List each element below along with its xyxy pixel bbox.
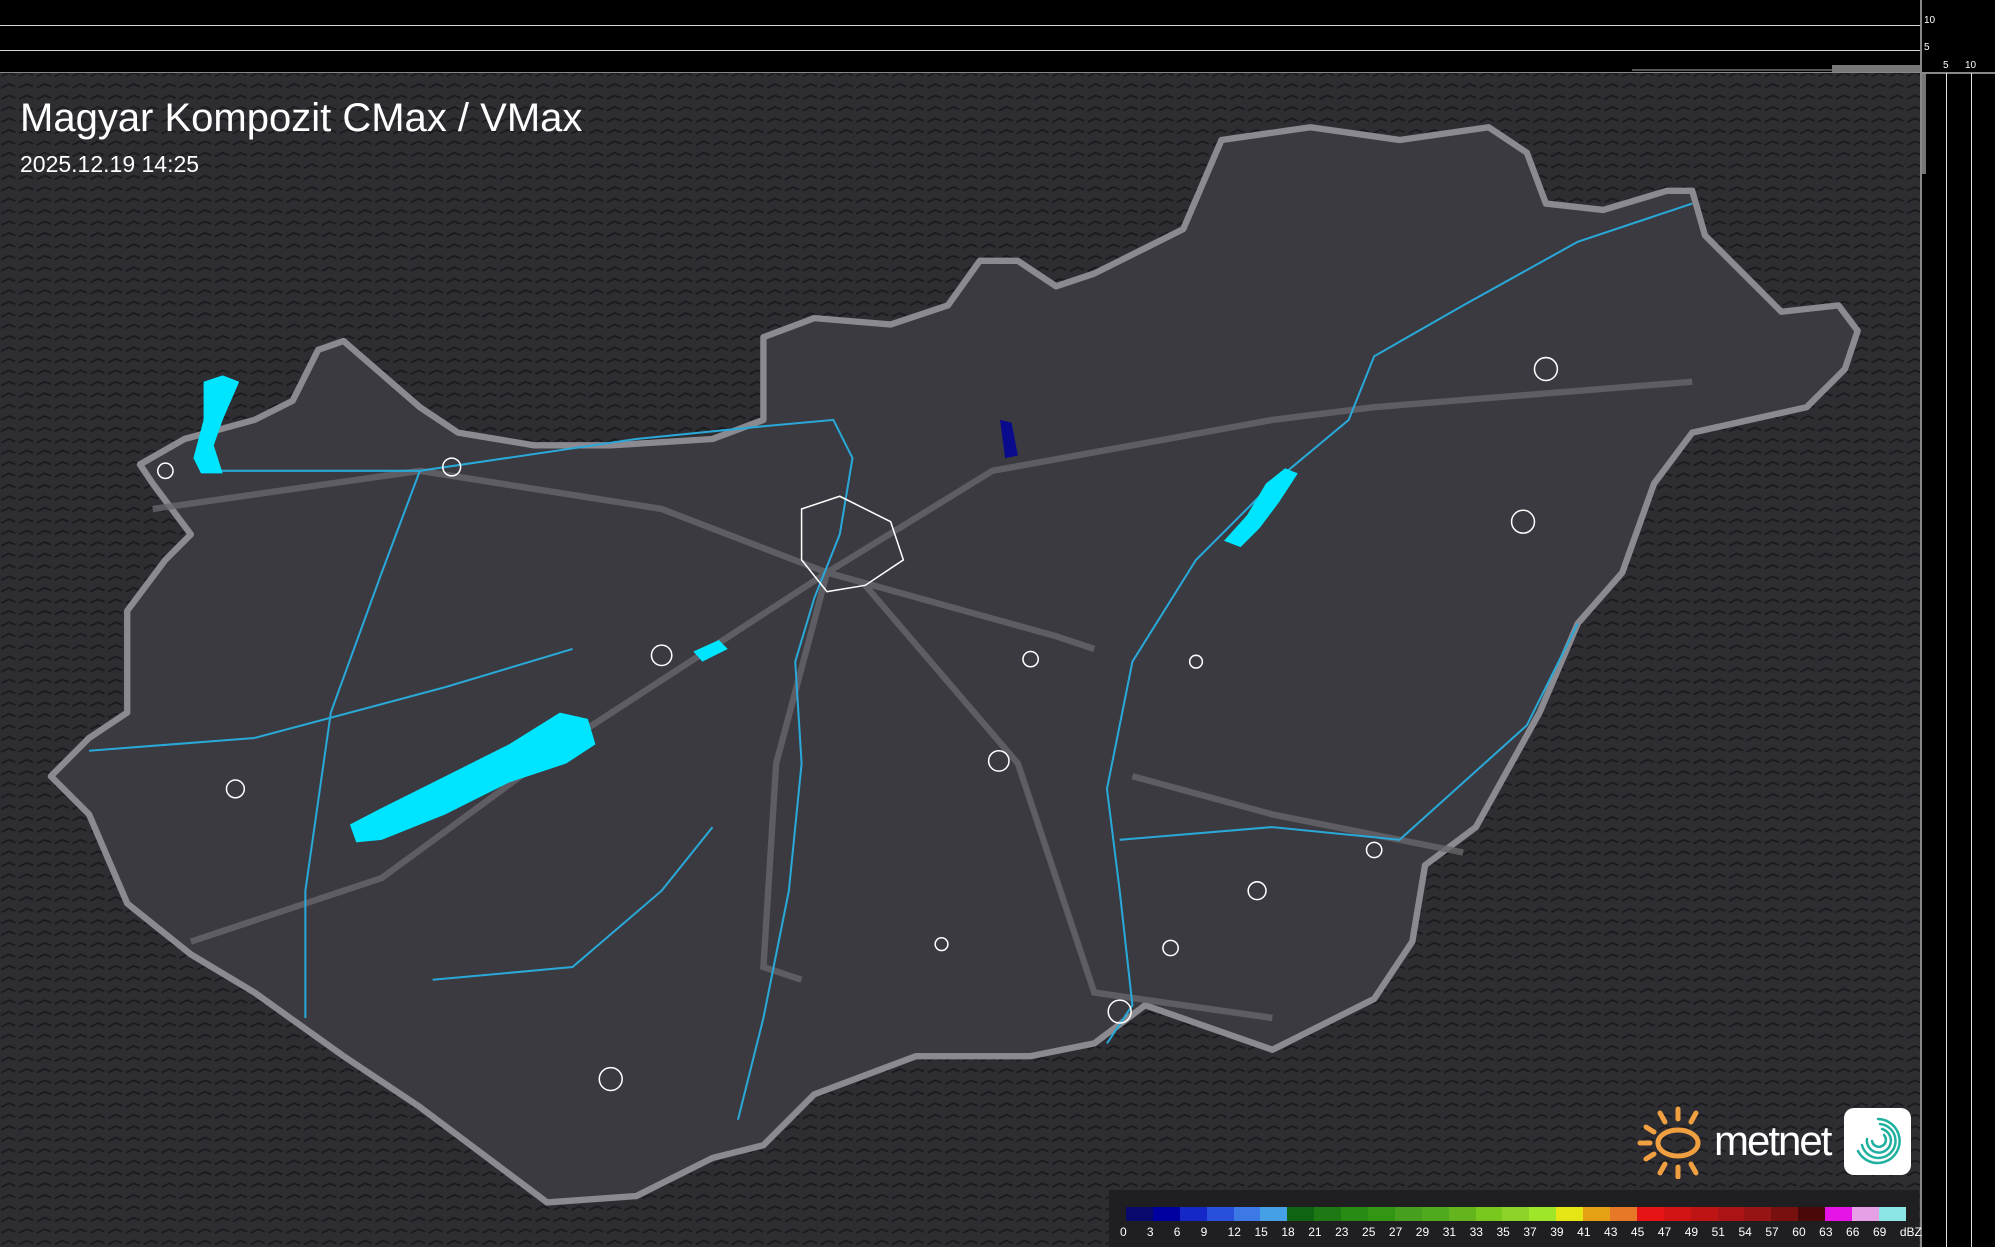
- legend-swatch: [1798, 1207, 1826, 1221]
- legend-label: 35: [1496, 1225, 1510, 1239]
- profile-bar: [1832, 65, 1920, 73]
- city-budapest: [800, 495, 905, 593]
- legend-swatch: [1152, 1207, 1180, 1221]
- legend-swatch: [1529, 1207, 1557, 1221]
- city-outlines: [157, 356, 1559, 1092]
- legend-swatch: [1690, 1207, 1718, 1221]
- lakes: [193, 375, 1298, 843]
- map-title: Magyar Kompozit CMax / VMax: [20, 96, 583, 140]
- lake-balaton: [349, 712, 596, 843]
- map-graphic: [0, 73, 1920, 1247]
- legend-label: 69: [1872, 1225, 1887, 1239]
- map-timestamp: 2025.12.19 14:25: [20, 151, 200, 177]
- legend-swatch: [1287, 1207, 1315, 1221]
- legend-swatch: [1556, 1207, 1584, 1221]
- legend-label: 45: [1630, 1225, 1645, 1239]
- legend-swatch: [1260, 1207, 1288, 1221]
- profile-bar: [1922, 74, 1926, 174]
- rivers: [88, 202, 1693, 1121]
- hungary-territory: [47, 124, 1861, 1206]
- legend-label: 54: [1738, 1225, 1752, 1239]
- lake-tisza: [1224, 468, 1298, 548]
- legend-swatch: [1179, 1207, 1207, 1221]
- legend-label: 9: [1200, 1225, 1208, 1239]
- logo-text: metnet: [1714, 1117, 1832, 1164]
- legend-swatch: [1744, 1207, 1772, 1221]
- height-label: 5: [1924, 42, 1930, 53]
- legend-swatch: [1825, 1207, 1853, 1221]
- height-gridline-10: [0, 25, 1920, 26]
- legend-label: 66: [1846, 1225, 1860, 1239]
- legend-swatch: [1448, 1207, 1476, 1221]
- legend-label: 57: [1765, 1225, 1779, 1239]
- radar-echo: [1000, 419, 1018, 459]
- legend-label: 29: [1415, 1225, 1430, 1239]
- legend-label: 25: [1362, 1225, 1376, 1239]
- county-roads: [152, 378, 1693, 1022]
- legend-swatch: [1394, 1207, 1422, 1221]
- legend-label: 27: [1388, 1225, 1403, 1239]
- river-danube: [203, 418, 854, 1121]
- radar-map[interactable]: [0, 73, 1920, 1247]
- legend-swatch: [1126, 1207, 1153, 1221]
- height-gridline-5: [1946, 73, 1947, 1247]
- height-gridline-10: [1971, 73, 1972, 1247]
- legend-swatch: [1341, 1207, 1369, 1221]
- lake-velence: [693, 640, 728, 662]
- legend-label: 31: [1442, 1225, 1457, 1239]
- legend-label: 0: [1120, 1225, 1127, 1239]
- legend-swatch: [1771, 1207, 1799, 1221]
- legend-unit: dBZ: [1899, 1225, 1922, 1239]
- profile-bar-thin: [1632, 69, 1920, 71]
- radar-swirl-icon: [1844, 1107, 1912, 1175]
- legend-swatch: [1852, 1207, 1879, 1221]
- legend-swatch: [1314, 1207, 1342, 1221]
- height-label: 5: [1943, 60, 1949, 71]
- panel-divider: [1920, 0, 1922, 1247]
- legend-label: 23: [1335, 1225, 1349, 1239]
- metnet-logo: metnet: [1636, 1103, 1912, 1179]
- legend-swatch: [1610, 1207, 1637, 1221]
- legend-swatch: [1502, 1207, 1530, 1221]
- legend-label: 39: [1550, 1225, 1564, 1239]
- legend-label: 6: [1173, 1225, 1181, 1239]
- legend-label: 51: [1711, 1225, 1725, 1239]
- legend-swatch: [1233, 1207, 1261, 1221]
- legend-label: 60: [1792, 1225, 1806, 1239]
- legend-swatch: [1475, 1207, 1503, 1221]
- river-tisza: [1105, 202, 1693, 1044]
- legend-label: 21: [1308, 1225, 1322, 1239]
- legend-swatch: [1878, 1207, 1906, 1221]
- legend-label: 3: [1146, 1225, 1154, 1239]
- sun-icon: [1637, 1106, 1701, 1179]
- legend-labels: 0 3 6 9 12 15 18 21 23 25 27 29 31 33 35 37 39 41 43 45 47 49…: [1120, 1225, 1927, 1239]
- legend-label: 41: [1577, 1225, 1591, 1239]
- height-label: 10: [1924, 15, 1936, 26]
- legend-label: 37: [1523, 1225, 1537, 1239]
- legend-label: 33: [1469, 1225, 1483, 1239]
- legend-swatch: [1717, 1207, 1745, 1221]
- legend-swatch: [1663, 1207, 1691, 1221]
- legend-swatch: [1206, 1207, 1234, 1221]
- lake-ferto: [193, 375, 240, 474]
- height-gridline-5: [0, 50, 1920, 51]
- legend-swatches: [1126, 1207, 1906, 1221]
- legend-swatch: [1583, 1207, 1611, 1221]
- legend-label: 12: [1227, 1225, 1241, 1239]
- legend-swatch: [1368, 1207, 1395, 1221]
- legend-label: 18: [1281, 1225, 1295, 1239]
- legend-label: 43: [1604, 1225, 1618, 1239]
- legend-label: 47: [1657, 1225, 1672, 1239]
- legend-label: 63: [1819, 1225, 1833, 1239]
- dbz-color-legend: 0 3 6 9 12 15 18 21 23 25 27 29 31 33 35 37 39 41 43 45 47 49…: [1109, 1190, 1922, 1247]
- height-label: 10: [1965, 60, 1977, 71]
- legend-label: 15: [1254, 1225, 1268, 1239]
- legend-swatch: [1636, 1207, 1664, 1221]
- legend-label: 49: [1684, 1225, 1699, 1239]
- legend-swatch: [1421, 1207, 1449, 1221]
